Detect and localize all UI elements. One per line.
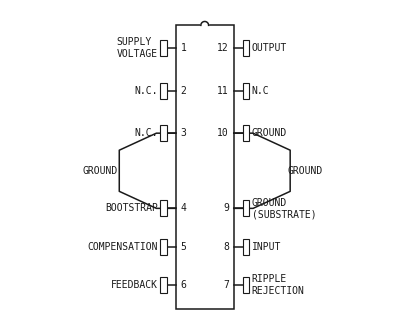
Text: GROUND: GROUND [287,166,322,176]
Text: 9: 9 [223,203,229,214]
Text: 6: 6 [181,280,187,290]
Text: 3: 3 [181,128,187,138]
Text: N.C: N.C [252,86,270,95]
Text: INPUT: INPUT [252,242,281,252]
Text: OUTPUT: OUTPUT [252,43,287,53]
Text: SUPPLY
VOLTAGE: SUPPLY VOLTAGE [116,37,158,59]
Bar [243,238,249,255]
Bar [176,25,234,309]
Bar [160,238,167,255]
Bar [160,125,167,141]
Text: 11: 11 [217,86,229,95]
Text: FEEDBACK: FEEDBACK [111,280,158,290]
Text: BOOTSTRAP: BOOTSTRAP [105,203,158,214]
Text: N.C.: N.C. [134,86,158,95]
Bar [243,83,249,99]
Text: 5: 5 [181,242,187,252]
Bar [160,83,167,99]
Text: GROUND: GROUND [252,128,287,138]
Bar [243,200,249,216]
Bar [160,40,167,56]
Bar [160,277,167,293]
Bar [243,277,249,293]
Text: N.C.: N.C. [134,128,158,138]
Text: 1: 1 [181,43,187,53]
Text: RIPPLE
REJECTION: RIPPLE REJECTION [252,274,305,296]
Bar [160,200,167,216]
Text: 12: 12 [217,43,229,53]
Text: 4: 4 [181,203,187,214]
Text: 10: 10 [217,128,229,138]
Text: GROUND
(SUBSTRATE): GROUND (SUBSTRATE) [252,197,316,219]
Text: COMPENSATION: COMPENSATION [87,242,158,252]
Text: GROUND: GROUND [82,166,118,176]
Text: 8: 8 [223,242,229,252]
Bar [243,40,249,56]
Text: 7: 7 [223,280,229,290]
Text: 2: 2 [181,86,187,95]
Polygon shape [201,21,209,25]
Bar [243,125,249,141]
